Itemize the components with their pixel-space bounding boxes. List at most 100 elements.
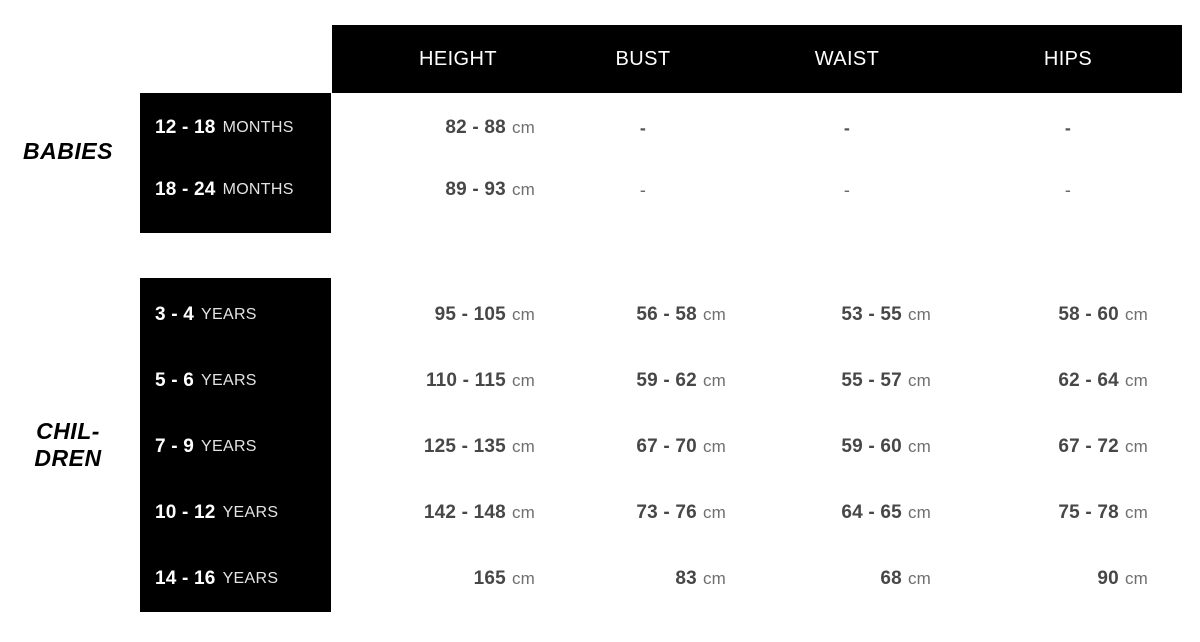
- measurement-value: 75 - 78: [1058, 502, 1119, 523]
- measurement-unit: cm: [1124, 305, 1148, 324]
- age-unit: MONTHS: [222, 119, 294, 136]
- cell-bust: 67 - 70 cm: [486, 434, 726, 460]
- measurement-unit: cm: [511, 305, 535, 324]
- cell-height: 95 - 105 cm: [295, 302, 535, 328]
- measurement-unit: cm: [1124, 371, 1148, 390]
- measurement-unit: cm: [702, 437, 726, 456]
- cell-height: 165 cm: [295, 566, 535, 592]
- column-header-label: BUST: [615, 47, 671, 70]
- cell-waist: -: [787, 115, 907, 141]
- measurement-unit: cm: [702, 305, 726, 324]
- measurement-unit: cm: [907, 305, 931, 324]
- age-column-block-children: [140, 278, 331, 612]
- cell-waist: 55 - 57 cm: [691, 368, 931, 394]
- measurement-value: 67 - 70: [636, 436, 697, 457]
- measurement-unit: cm: [907, 371, 931, 390]
- measurement-unit: cm: [511, 180, 535, 199]
- group-label-children: CHIL- DREN: [0, 418, 136, 472]
- measurement-value: 125 - 135: [423, 436, 506, 457]
- age-row-label: 10 - 12 YEARS: [140, 500, 331, 526]
- age-unit: YEARS: [222, 570, 279, 587]
- cell-bust: 73 - 76 cm: [486, 500, 726, 526]
- cell-bust: -: [583, 115, 703, 141]
- cell-hips: 67 - 72 cm: [908, 434, 1148, 460]
- measurement-value: 110 - 115: [425, 370, 506, 391]
- age-unit: YEARS: [201, 306, 257, 323]
- measurement-unit: cm: [702, 503, 726, 522]
- age-range: 7 - 9: [155, 436, 195, 457]
- measurement-unit: cm: [511, 437, 535, 456]
- measurement-value: 90: [1097, 568, 1119, 589]
- empty-mark: -: [1064, 117, 1072, 138]
- measurement-unit: cm: [1124, 503, 1148, 522]
- cell-height: 82 - 88 cm: [295, 115, 535, 141]
- cell-waist: 53 - 55 cm: [691, 302, 931, 328]
- measurement-value: 142 - 148: [423, 502, 506, 523]
- measurement-value: 59 - 60: [841, 436, 902, 457]
- measurement-value: 165: [473, 568, 506, 589]
- age-range: 3 - 4: [155, 304, 195, 325]
- cell-hips: 75 - 78 cm: [908, 500, 1148, 526]
- table-header-bar: [332, 25, 1182, 93]
- group-label-text-line1: CHIL-: [36, 418, 100, 444]
- age-row-label: 18 - 24 MONTHS: [140, 177, 331, 203]
- age-range: 12 - 18: [155, 117, 216, 138]
- measurement-unit: cm: [1124, 569, 1148, 588]
- measurement-unit: cm: [511, 569, 535, 588]
- measurement-unit: cm: [907, 437, 931, 456]
- cell-hips: -: [1008, 115, 1128, 141]
- empty-mark: -: [639, 179, 647, 200]
- measurement-unit: cm: [702, 569, 726, 588]
- cell-waist: -: [787, 177, 907, 203]
- age-unit: MONTHS: [222, 181, 294, 198]
- column-header-height: HEIGHT: [368, 25, 548, 93]
- cell-bust: -: [583, 177, 703, 203]
- column-header-label: HIPS: [1043, 47, 1093, 70]
- age-unit: YEARS: [222, 504, 279, 521]
- measurement-value: 59 - 62: [636, 370, 697, 391]
- group-label-text: BABIES: [23, 138, 113, 164]
- cell-hips: 58 - 60 cm: [908, 302, 1148, 328]
- measurement-unit: cm: [511, 371, 535, 390]
- measurement-value: 56 - 58: [636, 304, 697, 325]
- cell-bust: 83 cm: [486, 566, 726, 592]
- group-label-text-line2: DREN: [34, 445, 102, 472]
- empty-mark: -: [1064, 179, 1072, 200]
- measurement-value: 68: [880, 568, 902, 589]
- cell-bust: 59 - 62 cm: [486, 368, 726, 394]
- age-unit: YEARS: [201, 372, 257, 389]
- column-header-waist: WAIST: [757, 25, 937, 93]
- empty-mark: -: [843, 179, 851, 200]
- age-row-label: 14 - 16 YEARS: [140, 566, 331, 592]
- column-header-label: WAIST: [814, 47, 880, 70]
- cell-height: 89 - 93 cm: [295, 177, 535, 203]
- cell-hips: 62 - 64 cm: [908, 368, 1148, 394]
- measurement-unit: cm: [702, 371, 726, 390]
- age-unit: YEARS: [201, 438, 257, 455]
- measurement-value: 58 - 60: [1058, 304, 1119, 325]
- age-row-label: 12 - 18 MONTHS: [140, 115, 331, 141]
- empty-mark: -: [843, 117, 851, 138]
- column-header-bust: BUST: [553, 25, 733, 93]
- measurement-unit: cm: [907, 503, 931, 522]
- age-range: 18 - 24: [155, 179, 216, 200]
- age-range: 5 - 6: [155, 370, 195, 391]
- measurement-value: 95 - 105: [434, 304, 506, 325]
- measurement-value: 62 - 64: [1058, 370, 1119, 391]
- measurement-unit: cm: [907, 569, 931, 588]
- measurement-value: 73 - 76: [636, 502, 697, 523]
- column-header-label: HEIGHT: [419, 47, 497, 70]
- cell-hips: 90 cm: [908, 566, 1148, 592]
- age-row-label: 5 - 6 YEARS: [140, 368, 331, 394]
- cell-hips: -: [1008, 177, 1128, 203]
- age-row-label: 3 - 4 YEARS: [140, 302, 331, 328]
- measurement-value: 64 - 65: [841, 502, 902, 523]
- measurement-unit: cm: [1124, 437, 1148, 456]
- column-header-hips: HIPS: [978, 25, 1158, 93]
- measurement-value: 55 - 57: [841, 370, 902, 391]
- cell-bust: 56 - 58 cm: [486, 302, 726, 328]
- cell-height: 125 - 135 cm: [295, 434, 535, 460]
- measurement-value: 89 - 93: [445, 179, 506, 200]
- age-row-label: 7 - 9 YEARS: [140, 434, 331, 460]
